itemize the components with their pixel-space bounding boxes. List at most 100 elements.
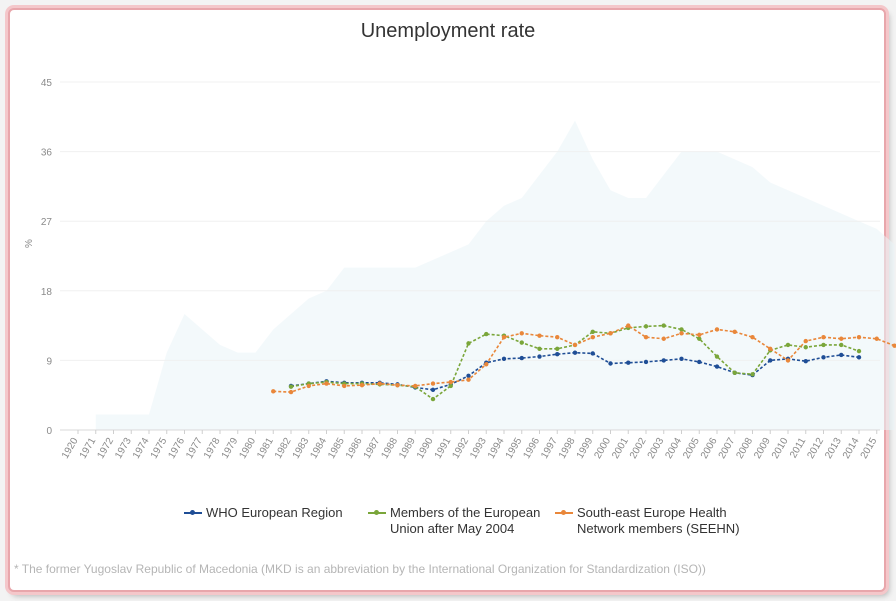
- series-3-point-12: [484, 362, 489, 367]
- series-1-point-18: [608, 361, 613, 366]
- series-3-point-5: [359, 382, 365, 388]
- x-tick-label-1920: 1920: [60, 436, 81, 461]
- series-1-point-27: [768, 358, 773, 363]
- x-tick-label-2011: 2011: [788, 436, 808, 461]
- legend-item-who[interactable]: WHO European Region: [206, 505, 343, 521]
- x-tick-label-2012: 2012: [805, 436, 826, 461]
- series-2-point-24: [714, 354, 720, 359]
- x-tick-label-1972: 1972: [95, 436, 116, 461]
- y-tick-label-45: 45: [41, 78, 53, 89]
- series-2-point-0: [288, 384, 294, 389]
- legend-label-seehn-line1: South-east Europe Health: [577, 505, 727, 520]
- series-2-point-28: [785, 342, 791, 348]
- series-3-point-4: [342, 383, 347, 389]
- series-3-point-29: [785, 358, 791, 363]
- x-tick-label-1973: 1973: [113, 436, 134, 461]
- x-tick-label-2013: 2013: [823, 436, 844, 461]
- series-2-point-22: [679, 327, 684, 332]
- y-tick-label-36: 36: [41, 148, 53, 159]
- legend-swatch-who[interactable]: [184, 510, 202, 515]
- series-3-point-7: [395, 382, 400, 388]
- series-3-point-6: [377, 381, 382, 386]
- x-tick-label-2014: 2014: [841, 436, 862, 461]
- series-1-point-14: [537, 354, 542, 359]
- series-3-point-15: [537, 333, 542, 338]
- x-tick-label-2001: 2001: [610, 436, 631, 461]
- series-1-point-23: [697, 359, 702, 365]
- legend-label-eu-line2: Union after May 2004: [390, 521, 515, 536]
- y-axis-label: %: [24, 239, 35, 248]
- x-tick-label-1990: 1990: [415, 436, 436, 461]
- x-tick-label-2006: 2006: [699, 436, 720, 461]
- series-3-point-18: [590, 335, 595, 340]
- y-tick-label-27: 27: [41, 217, 53, 228]
- series-1-point-8: [430, 387, 436, 392]
- series-1-point-20: [643, 359, 649, 365]
- series-3-point-32: [839, 336, 844, 341]
- series-2-point-9: [448, 383, 453, 389]
- x-tick-label-2009: 2009: [752, 436, 773, 461]
- x-tick-label-2002: 2002: [628, 436, 649, 461]
- series-3-point-16: [555, 335, 560, 340]
- x-tick-label-1995: 1995: [504, 436, 525, 461]
- series-3-point-14: [519, 331, 524, 336]
- series-2-point-8: [430, 396, 436, 402]
- series-1-point-16: [572, 350, 578, 355]
- x-tick-label-1982: 1982: [273, 436, 294, 461]
- x-tick-label-2000: 2000: [592, 436, 613, 461]
- x-tick-label-2010: 2010: [770, 436, 791, 461]
- x-tick-label-2008: 2008: [734, 436, 755, 461]
- x-tick-label-1987: 1987: [362, 436, 383, 461]
- series-2-point-29: [803, 345, 808, 350]
- background-area: [95, 120, 895, 431]
- series-1-point-29: [803, 358, 808, 364]
- series-3-point-24: [697, 332, 702, 338]
- x-tick-label-1986: 1986: [344, 436, 365, 461]
- series-3-point-33: [856, 335, 862, 340]
- x-tick-label-1999: 1999: [575, 436, 596, 461]
- series-3-point-27: [750, 335, 755, 340]
- series-3-point-30: [803, 338, 808, 344]
- x-tick-label-1993: 1993: [468, 436, 489, 461]
- legend-item-seehn[interactable]: South-east Europe Health Network members…: [577, 505, 740, 537]
- series-3-point-35: [892, 343, 896, 348]
- y-tick-label-0: 0: [46, 426, 52, 437]
- x-tick-label-1994: 1994: [486, 436, 507, 461]
- series-2-point-32: [856, 348, 862, 354]
- series-2-point-20: [643, 324, 649, 329]
- series-2-point-10: [466, 341, 471, 346]
- series-3-point-11: [466, 377, 471, 382]
- series-1-point-30: [821, 355, 826, 360]
- series-3-point-25: [714, 327, 720, 332]
- legend-item-eu[interactable]: Members of the European Union after May …: [390, 505, 540, 537]
- series-3-point-31: [821, 335, 826, 340]
- x-tick-label-2005: 2005: [681, 436, 702, 461]
- series-3-point-34: [874, 336, 879, 341]
- series-line-3: [273, 324, 895, 393]
- x-tick-label-1976: 1976: [166, 436, 187, 461]
- series-3-point-28: [768, 346, 773, 351]
- chart-title: Unemployment rate: [360, 20, 536, 42]
- series-3-point-19: [608, 331, 613, 336]
- x-tick-label-1989: 1989: [397, 436, 418, 461]
- series-1-point-15: [555, 352, 560, 357]
- series-2-point-15: [555, 346, 560, 351]
- series-3-point-20: [626, 323, 631, 328]
- series-3-point-10: [448, 379, 453, 385]
- series-3-point-0: [271, 389, 276, 394]
- series-1-point-10: [466, 373, 471, 379]
- x-tick-label-1978: 1978: [202, 436, 223, 461]
- series-3-point-23: [679, 331, 684, 336]
- x-tick-label-1980: 1980: [237, 436, 258, 461]
- series-3-point-3: [324, 381, 329, 386]
- x-tick-label-1979: 1979: [220, 436, 241, 461]
- legend-swatch-eu[interactable]: [368, 510, 386, 515]
- series-2-point-31: [839, 342, 844, 348]
- x-tick-label-1983: 1983: [291, 436, 312, 461]
- y-tick-label-9: 9: [46, 356, 52, 367]
- series-3-point-8: [413, 383, 418, 389]
- x-tick-label-1984: 1984: [308, 436, 329, 461]
- legend-swatch-seehn[interactable]: [555, 510, 573, 515]
- x-tick-label-1988: 1988: [379, 436, 400, 461]
